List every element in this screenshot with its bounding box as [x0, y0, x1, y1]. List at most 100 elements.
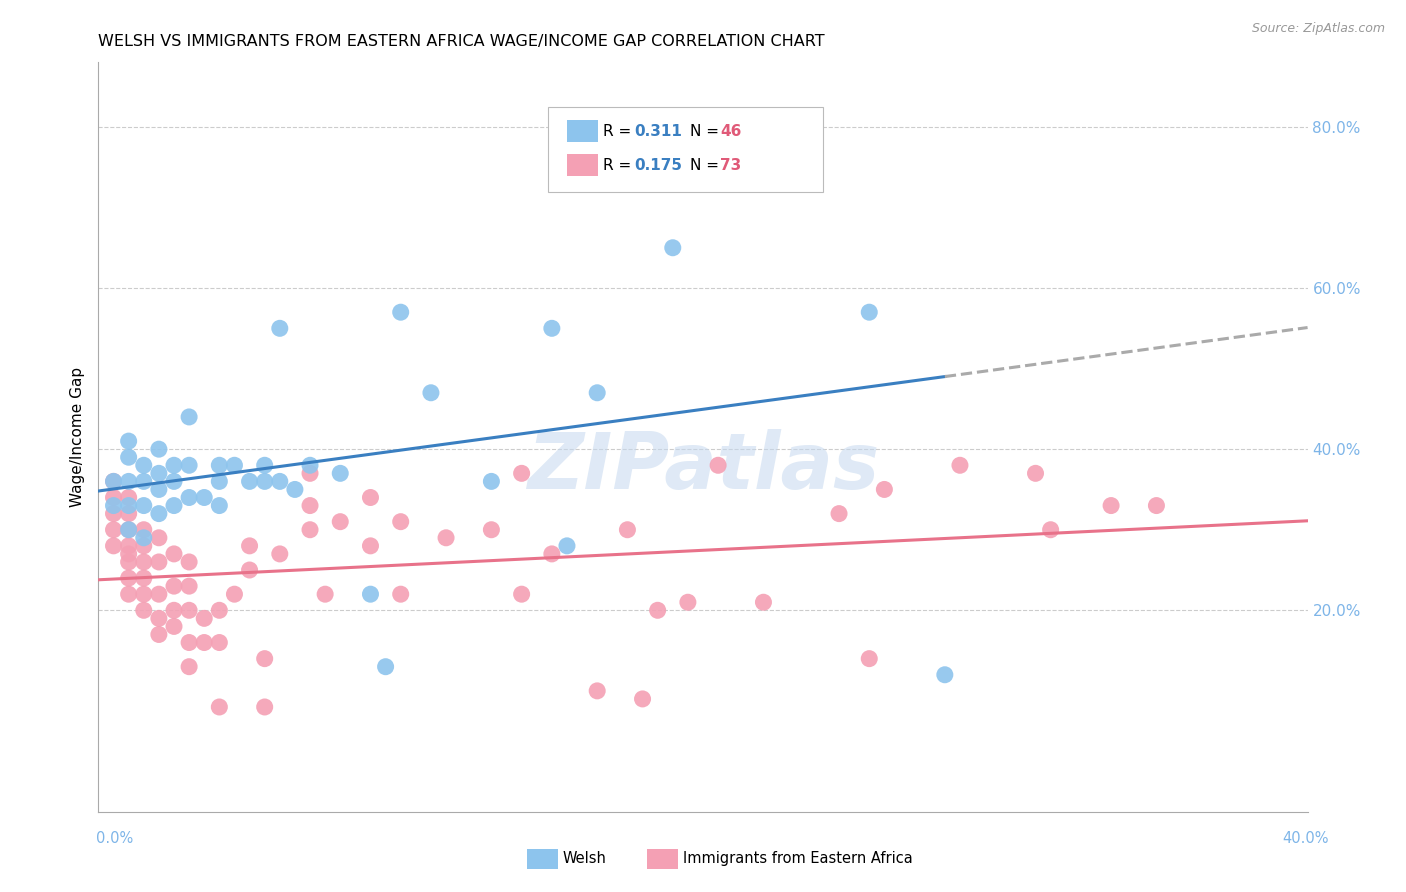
Point [269, 321, 291, 335]
Point [148, 587, 170, 601]
Text: 0.311: 0.311 [634, 124, 682, 138]
Point [360, 491, 382, 505]
Point [299, 499, 322, 513]
Point [163, 547, 186, 561]
Point [253, 475, 276, 489]
Point [676, 595, 699, 609]
Text: R =: R = [603, 124, 637, 138]
Point [208, 700, 231, 714]
Point [163, 499, 186, 513]
Point [148, 611, 170, 625]
Point [616, 523, 638, 537]
Point [118, 434, 141, 449]
Point [284, 483, 307, 497]
Text: 0.175: 0.175 [634, 158, 682, 172]
Point [873, 483, 896, 497]
Point [949, 458, 972, 473]
Point [253, 651, 276, 665]
Point [360, 539, 382, 553]
Point [132, 571, 155, 585]
Text: R =: R = [603, 158, 637, 172]
Text: Welsh: Welsh [562, 851, 606, 865]
Point [148, 467, 170, 481]
Point [510, 587, 533, 601]
Text: N =: N = [690, 124, 724, 138]
Point [148, 442, 170, 457]
Point [148, 531, 170, 545]
Point [208, 635, 231, 649]
Point [374, 659, 396, 673]
Point [360, 587, 382, 601]
Point [389, 515, 412, 529]
Point [179, 409, 201, 424]
Point [163, 619, 186, 633]
Point [118, 539, 141, 553]
Point [118, 523, 141, 537]
Point [934, 667, 956, 681]
Text: Source: ZipAtlas.com: Source: ZipAtlas.com [1251, 22, 1385, 36]
Point [389, 587, 412, 601]
Point [148, 483, 170, 497]
Point [299, 523, 322, 537]
Point [510, 467, 533, 481]
Point [224, 587, 246, 601]
Point [132, 587, 155, 601]
Point [647, 603, 669, 617]
Point [118, 587, 141, 601]
Point [1039, 523, 1062, 537]
Point [858, 651, 880, 665]
Point [132, 531, 155, 545]
Text: Immigrants from Eastern Africa: Immigrants from Eastern Africa [683, 851, 912, 865]
Point [148, 507, 170, 521]
Point [179, 659, 201, 673]
Point [132, 603, 155, 617]
Point [163, 603, 186, 617]
Point [586, 385, 609, 400]
Point [132, 499, 155, 513]
Point [208, 499, 231, 513]
Point [118, 491, 141, 505]
Point [540, 321, 562, 335]
Point [208, 603, 231, 617]
Point [420, 385, 443, 400]
Point [132, 523, 155, 537]
Text: WELSH VS IMMIGRANTS FROM EASTERN AFRICA WAGE/INCOME GAP CORRELATION CHART: WELSH VS IMMIGRANTS FROM EASTERN AFRICA … [98, 34, 825, 49]
Point [314, 587, 336, 601]
Point [118, 507, 141, 521]
Point [586, 684, 609, 698]
Point [1099, 499, 1122, 513]
Point [299, 458, 322, 473]
Point [163, 458, 186, 473]
Point [1144, 499, 1167, 513]
Point [737, 176, 759, 190]
Point [707, 458, 730, 473]
Point [179, 491, 201, 505]
Y-axis label: Wage/Income Gap: Wage/Income Gap [69, 367, 84, 508]
Point [132, 475, 155, 489]
Point [118, 450, 141, 465]
Point [239, 563, 262, 577]
Point [434, 531, 457, 545]
Point [269, 547, 291, 561]
Text: 46: 46 [720, 124, 741, 138]
Point [752, 595, 775, 609]
Point [179, 555, 201, 569]
Point [481, 523, 503, 537]
Point [540, 547, 562, 561]
Point [661, 241, 683, 255]
Point [103, 507, 125, 521]
Point [118, 571, 141, 585]
Point [132, 555, 155, 569]
Point [118, 555, 141, 569]
Point [132, 458, 155, 473]
Point [148, 627, 170, 641]
Point [208, 458, 231, 473]
Point [299, 467, 322, 481]
Text: 40.0%: 40.0% [1282, 831, 1329, 846]
Point [179, 458, 201, 473]
Point [329, 467, 352, 481]
Point [103, 491, 125, 505]
Point [329, 515, 352, 529]
Point [118, 499, 141, 513]
Point [828, 507, 851, 521]
